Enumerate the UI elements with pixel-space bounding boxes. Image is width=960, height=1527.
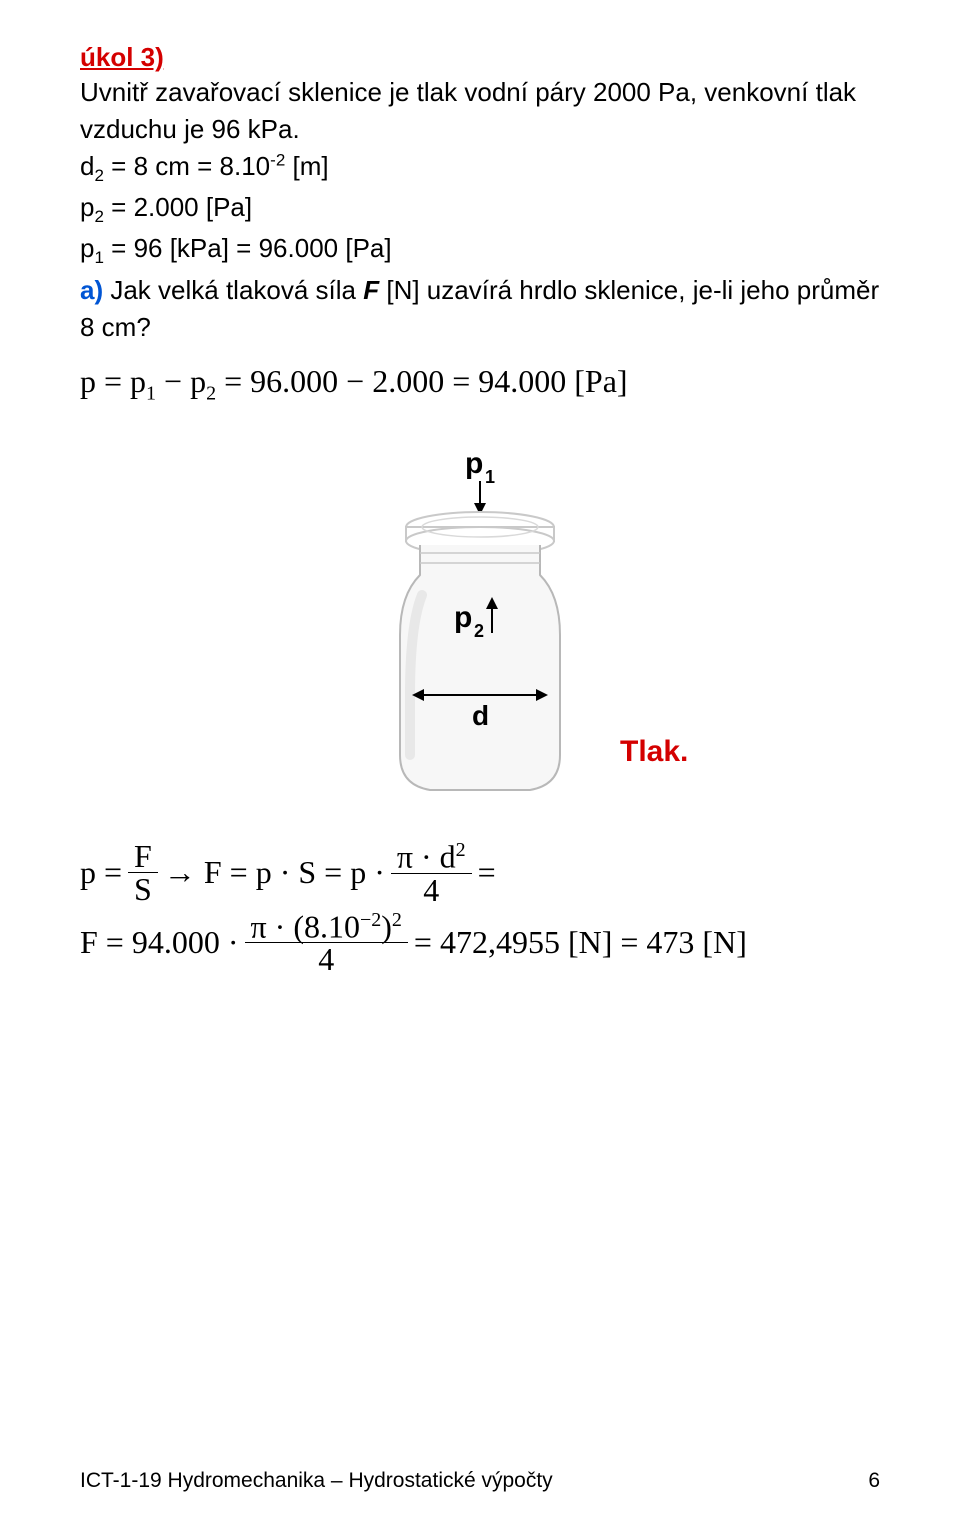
- eqf2-num-exp2: 2: [392, 909, 402, 931]
- eqf1-arrow: → F = p · S = p ·: [164, 854, 385, 891]
- eq-p-rest: = 96.000 − 2.000 = 94.000 [Pa]: [216, 363, 627, 399]
- eqf1-frac-FS-den: S: [128, 873, 158, 905]
- question-a-text2: [N] uzavírá hrdlo sklenice, je-li jeho p…: [379, 275, 879, 305]
- question-a-line2: 8 cm?: [80, 310, 880, 345]
- prompt-line-2: vzduchu je 96 kPa.: [80, 112, 880, 147]
- eqf1-frac-pid2-den: 4: [417, 874, 445, 906]
- eqf1-frac-FS-num: F: [128, 840, 158, 873]
- eqf2-frac-num: π · (8.10−2)2: [245, 910, 408, 944]
- p2-sub: 2: [94, 208, 103, 227]
- p1-symbol: p: [80, 233, 94, 263]
- page-footer: ICT-1-19 Hydromechanika – Hydrostatické …: [80, 1469, 880, 1493]
- p2-label-text: p: [454, 601, 472, 634]
- p2-rest: = 2.000 [Pa]: [104, 192, 252, 222]
- tlak-label: Tlak.: [620, 735, 688, 769]
- d2-symbol: d: [80, 151, 94, 181]
- jar-body: [400, 545, 560, 790]
- eqf1-frac-FS: F S: [128, 840, 158, 905]
- question-a-F: F: [363, 275, 379, 305]
- eqf2-frac: π · (8.10−2)2 4: [245, 910, 408, 976]
- eqf2-num-exp1: −2: [360, 909, 381, 931]
- jar-svg: p 1 p 2 d: [350, 445, 610, 805]
- given-p1: p1 = 96 [kPa] = 96.000 [Pa]: [80, 231, 880, 270]
- task-heading: úkol 3): [80, 42, 880, 73]
- question-a-line1: a) Jak velká tlaková síla F [N] uzavírá …: [80, 273, 880, 308]
- eqf1-frac-pid2-num: π · d2: [391, 840, 472, 874]
- eqf2-num-post: ): [381, 908, 392, 944]
- eqf2-lhs: F = 94.000 ·: [80, 924, 239, 961]
- p1-rest: = 96 [kPa] = 96.000 [Pa]: [104, 233, 392, 263]
- eqf1-tail: =: [478, 854, 496, 891]
- d2-sub: 2: [94, 166, 103, 185]
- jar-figure: p 1 p 2 d: [80, 445, 880, 810]
- given-d2: d2 = 8 cm = 8.10-2 [m]: [80, 149, 880, 188]
- eq-p-lhs: p = p: [80, 363, 146, 399]
- p1-label-text: p: [465, 447, 483, 480]
- p1-label-sub: 1: [485, 467, 495, 487]
- prompt-line-1: Uvnitř zavařovací sklenice je tlak vodní…: [80, 75, 880, 110]
- question-a-text1: Jak velká tlaková síla: [103, 275, 363, 305]
- footer-right: 6: [868, 1469, 880, 1493]
- p2-label-sub: 2: [474, 621, 484, 641]
- eqf2-frac-den: 4: [312, 943, 340, 975]
- eqf1-frac-pid2: π · d2 4: [391, 840, 472, 906]
- eq-p-sub1: 1: [146, 382, 156, 404]
- d2-exp: -2: [270, 151, 285, 170]
- p2-symbol: p: [80, 192, 94, 222]
- given-p2: p2 = 2.000 [Pa]: [80, 190, 880, 229]
- eq-p-sub2: 2: [206, 382, 216, 404]
- eqf1-frac-num-exp: 2: [456, 839, 466, 861]
- eq-p-minus: − p: [156, 363, 206, 399]
- eqf2-num-pre: π · (8.10: [251, 908, 360, 944]
- question-a-label: a): [80, 275, 103, 305]
- eqf1-p: p =: [80, 854, 122, 891]
- eqf1-frac-num-pre: π · d: [397, 839, 456, 875]
- d-label-text: d: [472, 700, 489, 731]
- footer-left: ICT-1-19 Hydromechanika – Hydrostatické …: [80, 1469, 553, 1493]
- equation-force-2: F = 94.000 · π · (8.10−2)2 4 = 472,4955 …: [80, 910, 880, 976]
- eqf2-rest: = 472,4955 [N] = 473 [N]: [414, 924, 747, 961]
- d2-rest: = 8 cm = 8.10: [104, 151, 270, 181]
- p1-sub: 1: [94, 249, 103, 268]
- page: úkol 3) Uvnitř zavařovací sklenice je tl…: [0, 0, 960, 1527]
- equation-pressure-difference: p = p1 − p2 = 96.000 − 2.000 = 94.000 [P…: [80, 363, 880, 405]
- d2-unit: [m]: [285, 151, 328, 181]
- equation-force-1: p = F S → F = p · S = p · π · d2 4 =: [80, 840, 880, 906]
